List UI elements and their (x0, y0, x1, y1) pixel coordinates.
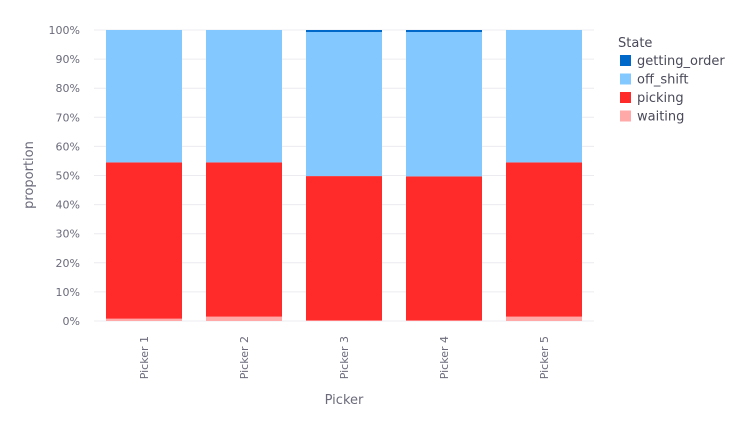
y-tick-label: 100% (49, 24, 80, 37)
y-tick-label: 0% (63, 315, 80, 328)
bar-segment-waiting (306, 320, 382, 321)
legend-swatch (620, 110, 631, 122)
bar-segment-getting_order (306, 30, 382, 33)
bar-segment-picking (206, 162, 282, 317)
legend-swatch (620, 73, 631, 85)
bar-segment-off_shift (306, 32, 382, 177)
bar-segment-waiting (406, 320, 482, 321)
bar-segment-waiting (506, 316, 582, 321)
bar-segment-off_shift (406, 32, 482, 177)
legend-label: getting_order (637, 54, 725, 69)
bar-segment-picking (306, 176, 382, 321)
bars (106, 30, 582, 321)
bar-segment-off_shift (506, 30, 582, 163)
bar-segment-picking (406, 176, 482, 321)
legend-title: State (618, 36, 652, 51)
y-tick-label: 20% (56, 257, 80, 270)
y-tick-label: 50% (56, 170, 80, 183)
bar-segment-picking (106, 162, 182, 319)
y-axis-ticks: 0% 10% 20% 30% 40% 50% 60% 70% 80% 90% 100% (49, 24, 80, 328)
y-axis-title: proportion (22, 141, 37, 209)
y-tick-label: 40% (56, 199, 80, 212)
bar-segment-waiting (106, 318, 182, 321)
x-tick-label: Picker 4 (438, 336, 451, 379)
x-tick-label: Picker 3 (338, 336, 351, 379)
y-tick-label: 30% (56, 228, 80, 241)
y-tick-label: 90% (56, 53, 80, 66)
y-tick-label: 10% (56, 286, 80, 299)
bar-segment-waiting (206, 316, 282, 321)
legend-label: off_shift (637, 73, 688, 88)
bar-segment-off_shift (206, 30, 282, 163)
bar-segment-off_shift (106, 30, 182, 163)
y-tick-label: 80% (56, 82, 80, 95)
x-axis-title: Picker (325, 393, 364, 408)
x-axis-ticks: Picker 1 Picker 2 Picker 3 Picker 4 Picker 5 (138, 336, 551, 379)
bar-segment-getting_order (406, 30, 482, 33)
bar-segment-picking (506, 162, 582, 317)
legend-label: waiting (637, 110, 684, 125)
legend-label: picking (637, 91, 684, 106)
y-tick-label: 60% (56, 140, 80, 153)
legend-swatch (620, 55, 631, 66)
x-tick-label: Picker 2 (238, 336, 251, 379)
x-tick-label: Picker 1 (138, 336, 151, 379)
legend-swatch (620, 92, 631, 103)
y-tick-label: 70% (56, 111, 80, 124)
x-tick-label: Picker 5 (538, 336, 551, 379)
